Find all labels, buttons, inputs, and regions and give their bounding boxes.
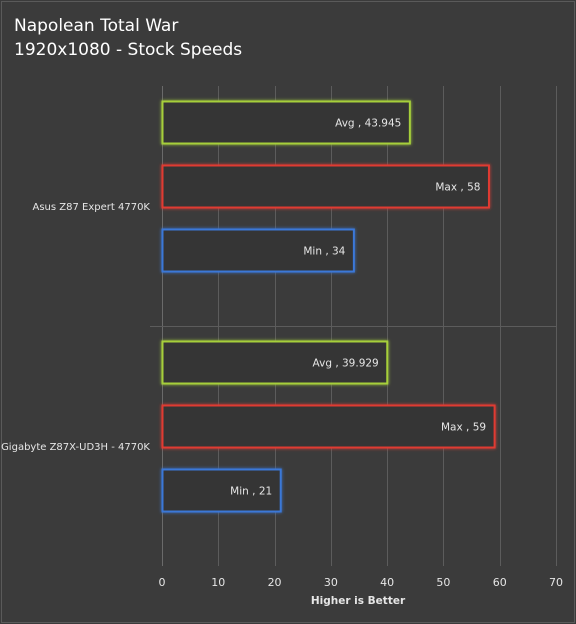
category-label: Gigabyte Z87X-UD3H - 4770K	[1, 442, 150, 453]
bar-min	[161, 228, 355, 273]
data-label: Min , 21	[230, 486, 272, 498]
data-label: Avg , 43.945	[335, 118, 401, 130]
x-tick-label: 20	[268, 576, 282, 589]
bar-avg	[161, 100, 411, 145]
x-tick-label: 10	[211, 576, 225, 589]
data-label: Max , 58	[435, 182, 480, 194]
chart-subtitle: 1920x1080 - Stock Speeds	[14, 40, 243, 60]
x-tick-label: 70	[549, 576, 563, 589]
x-tick-label: 60	[493, 576, 507, 589]
x-tick-label: 40	[380, 576, 394, 589]
x-tick-label: 30	[324, 576, 338, 589]
x-tick-label: 0	[159, 576, 166, 589]
category-label: Asus Z87 Expert 4770K	[33, 202, 151, 213]
x-tick-label: 50	[436, 576, 450, 589]
bar-avg	[161, 340, 389, 385]
data-label: Avg , 39.929	[313, 358, 379, 370]
data-label: Max , 59	[441, 422, 486, 434]
bar-min	[161, 468, 282, 513]
x-axis-title: Higher is Better	[311, 595, 406, 607]
bar-max	[161, 164, 490, 209]
bar-max	[161, 404, 496, 449]
data-label: Min , 34	[303, 246, 345, 258]
chart-title: Napolean Total War	[14, 16, 179, 36]
